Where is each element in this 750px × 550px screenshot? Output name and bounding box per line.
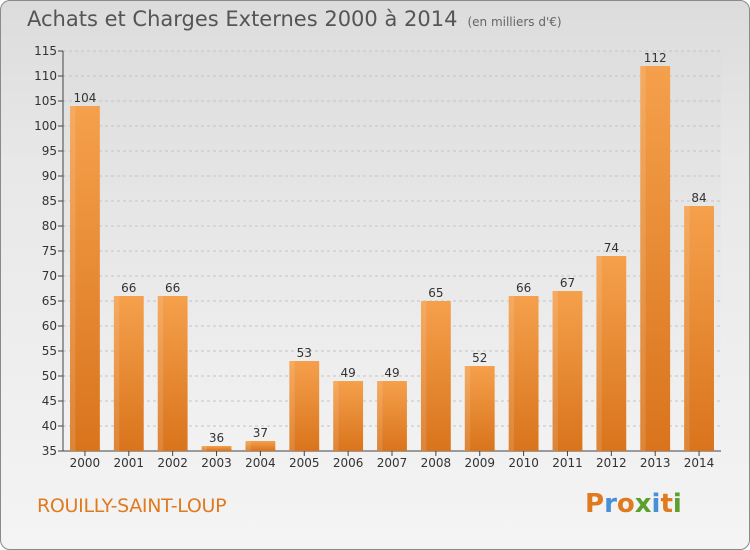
data-label-2001: 66 (121, 281, 136, 295)
y-tick-label: 70 (42, 269, 57, 283)
logo-letter: i (651, 489, 661, 519)
bar-2011 (552, 291, 583, 451)
y-tick-label: 95 (42, 144, 57, 158)
bar-highlight (333, 381, 339, 451)
y-tick-label: 65 (42, 294, 57, 308)
logo-letter: t (660, 489, 673, 519)
x-tick-label-2004: 2004 (245, 456, 276, 470)
bar-highlight (245, 441, 251, 451)
chart-title: Achats et Charges Externes 2000 à 2014 (e… (27, 7, 562, 31)
axes: 35 40 45 50 55 60 65 70 75 80 85 90 95 100 105 110 115 20… (34, 44, 721, 470)
chart-subtitle: (en milliers d'€) (467, 15, 562, 29)
y-tick-label: 45 (42, 394, 57, 408)
x-tick-label-2010: 2010 (508, 456, 539, 470)
bar-highlight (640, 66, 646, 451)
bar-2004 (245, 441, 276, 451)
data-label-2009: 52 (472, 351, 487, 365)
bar-highlight (420, 301, 427, 451)
data-label-2006: 49 (340, 366, 355, 380)
y-tick-label: 100 (34, 119, 57, 133)
x-tick-label-2007: 2007 (377, 456, 408, 470)
logo-letter: i (672, 489, 682, 519)
data-label-2010: 66 (516, 281, 531, 295)
x-tick-label-2014: 2014 (684, 456, 715, 470)
bar-2005 (289, 361, 320, 451)
bars (70, 66, 714, 451)
bar-2009 (464, 366, 495, 451)
bar-highlight (377, 381, 383, 451)
bar-2013 (640, 66, 671, 451)
chart-title-text: Achats et Charges Externes 2000 à 2014 (27, 7, 458, 31)
bar-2010 (508, 296, 539, 451)
data-label-2003: 36 (209, 431, 224, 445)
y-tick-label: 35 (42, 444, 57, 458)
data-label-2013: 112 (644, 51, 667, 65)
y-tick-label: 40 (42, 419, 57, 433)
y-tick-label: 105 (34, 94, 57, 108)
y-tick-label: 115 (34, 44, 57, 58)
x-tick-label-2006: 2006 (333, 456, 364, 470)
bar-2007 (377, 381, 407, 451)
data-label-2002: 66 (165, 281, 180, 295)
logo-letter: P (585, 489, 605, 519)
bar-2001 (113, 296, 144, 451)
bar-2000 (70, 106, 100, 451)
data-label-2011: 67 (560, 276, 575, 290)
y-tick-label: 80 (42, 219, 57, 233)
data-labels: 104 66 66 36 37 53 49 49 65 52 66 67 74 112 84 (73, 51, 706, 445)
y-tick-label: 85 (42, 194, 57, 208)
data-label-2012: 74 (604, 241, 619, 255)
y-tick-label: 55 (42, 344, 57, 358)
data-label-2008: 65 (428, 286, 443, 300)
bar-2008 (420, 301, 451, 451)
x-tick-label-2008: 2008 (421, 456, 452, 470)
x-tick-label-2013: 2013 (640, 456, 671, 470)
bar-highlight (552, 291, 558, 451)
y-tick-label: 90 (42, 169, 57, 183)
bar-2003 (201, 446, 232, 451)
x-tick-label-2001: 2001 (114, 456, 145, 470)
y-tick-label: 50 (42, 369, 57, 383)
bar-highlight (157, 296, 164, 451)
data-label-2000: 104 (73, 91, 96, 105)
x-tick-label-2005: 2005 (289, 456, 320, 470)
data-label-2004: 37 (253, 426, 268, 440)
y-tick-label: 60 (42, 319, 57, 333)
x-tick-label-2012: 2012 (596, 456, 627, 470)
data-label-2014: 84 (691, 191, 706, 205)
bar-highlight (70, 106, 76, 451)
x-tick-label-2011: 2011 (552, 456, 583, 470)
bar-highlight (508, 296, 515, 451)
bar-2006 (333, 381, 364, 451)
bar-highlight (684, 206, 690, 451)
data-label-2005: 53 (297, 346, 312, 360)
bar-2002 (157, 296, 188, 451)
bar-highlight (464, 366, 471, 451)
x-tick-label-2009: 2009 (464, 456, 495, 470)
data-label-2007: 49 (384, 366, 399, 380)
logo-letter: r (604, 489, 617, 519)
bar-2012 (596, 256, 627, 451)
x-tick-label-2000: 2000 (70, 456, 101, 470)
y-tick-label: 110 (34, 69, 57, 83)
x-tick-label-2002: 2002 (157, 456, 188, 470)
proxiti-logo[interactable]: Proxiti (585, 489, 682, 519)
logo-letter: x (634, 489, 652, 519)
place-name: ROUILLY-SAINT-LOUP (37, 495, 227, 517)
x-tick-label-2003: 2003 (201, 456, 232, 470)
bar-highlight (596, 256, 602, 451)
logo-letter: o (616, 489, 635, 519)
bar-2014 (684, 206, 714, 451)
bar-highlight (289, 361, 295, 451)
bar-highlight (113, 296, 120, 451)
y-tick-label: 75 (42, 244, 57, 258)
bar-highlight (201, 446, 207, 451)
